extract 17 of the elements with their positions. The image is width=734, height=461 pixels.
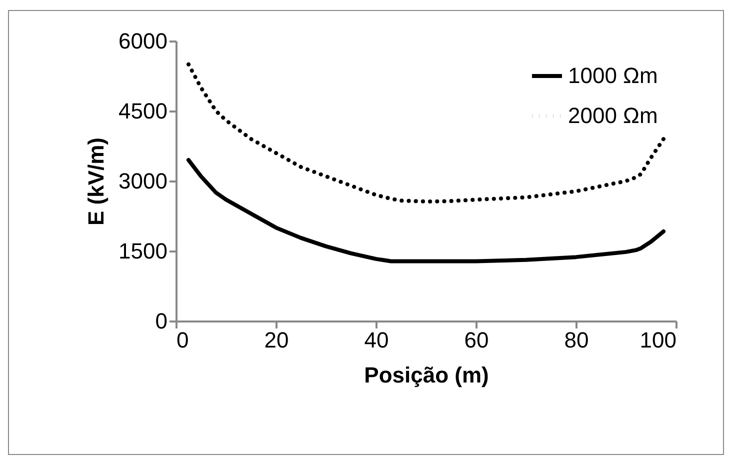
x-tick-label: 60 bbox=[464, 328, 489, 352]
line-series bbox=[186, 62, 666, 204]
line-series bbox=[186, 158, 666, 264]
y-tick-label: 0 bbox=[155, 308, 168, 334]
x-tick-label: 100 bbox=[640, 328, 676, 352]
y-tick-label: 6000 bbox=[118, 28, 168, 54]
legend-label: 2000 Ωm bbox=[568, 103, 658, 128]
y-axis-title: E (kV/m) bbox=[84, 137, 109, 226]
y-tick-label: 1500 bbox=[118, 238, 168, 264]
x-tick-label: 20 bbox=[264, 328, 289, 352]
x-axis-title: Posição (m) bbox=[364, 362, 489, 388]
y-tick-label: 4500 bbox=[118, 98, 168, 124]
x-tick-label: 80 bbox=[564, 328, 589, 352]
x-tick-label: 40 bbox=[364, 328, 389, 352]
x-tick-label: 0 bbox=[176, 328, 189, 352]
legend-label: 1000 Ωm bbox=[568, 63, 658, 88]
y-tick-label: 3000 bbox=[118, 168, 168, 194]
